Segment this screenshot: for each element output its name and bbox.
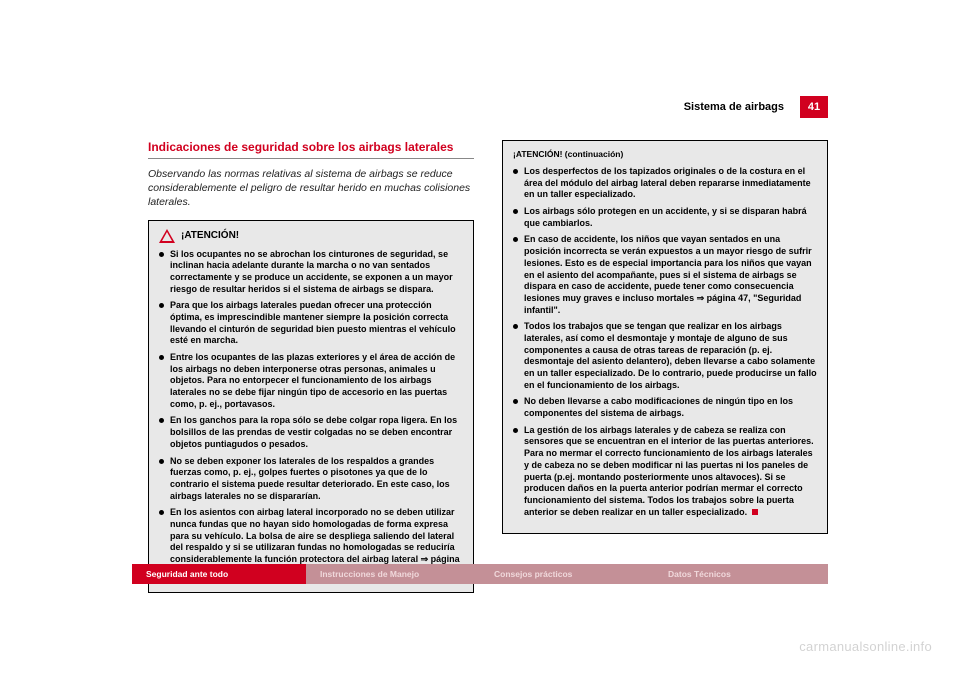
tab-consejos[interactable]: Consejos prácticos: [480, 564, 654, 584]
bullet-text: La gestión de los airbags laterales y de…: [524, 425, 817, 519]
bullet-dot-icon: [159, 418, 164, 423]
warning-bullet: La gestión de los airbags laterales y de…: [513, 425, 817, 519]
bullet-dot-icon: [513, 428, 518, 433]
bullet-dot-icon: [159, 510, 164, 515]
tab-instrucciones[interactable]: Instrucciones de Manejo: [306, 564, 480, 584]
warning-bullet: No deben llevarse a cabo modificaciones …: [513, 396, 817, 419]
warning-bullet: Los desperfectos de los tapizados origin…: [513, 166, 817, 201]
end-square-icon: [752, 509, 758, 515]
warning-continuation-label: ¡ATENCIÓN! (continuación): [513, 149, 817, 160]
warning-bullet: Todos los trabajos que se tengan que rea…: [513, 321, 817, 391]
bullet-text: Todos los trabajos que se tengan que rea…: [524, 321, 817, 391]
tab-seguridad[interactable]: Seguridad ante todo: [132, 564, 306, 584]
intro-text: Observando las normas relativas al siste…: [148, 167, 474, 210]
left-column: Indicaciones de seguridad sobre los airb…: [148, 140, 474, 593]
bullet-text: Los airbags sólo protegen en un accident…: [524, 206, 817, 229]
warning-bullet: En caso de accidente, los niños que vaya…: [513, 234, 817, 316]
tab-datos[interactable]: Datos Técnicos: [654, 564, 828, 584]
warning-triangle-icon: [159, 229, 175, 243]
warning-bullet: Los airbags sólo protegen en un accident…: [513, 206, 817, 229]
header-section-title: Sistema de airbags: [684, 101, 800, 113]
bullet-text: Los desperfectos de los tapizados origin…: [524, 166, 817, 201]
bullet-text: En los ganchos para la ropa sólo se debe…: [170, 415, 463, 450]
bullet-dot-icon: [513, 237, 518, 242]
bullet-text: Si los ocupantes no se abrochan los cint…: [170, 249, 463, 296]
page-number: 41: [800, 96, 828, 118]
bullet-text: Entre los ocupantes de las plazas exteri…: [170, 352, 463, 410]
watermark: carmanualsonline.info: [799, 639, 932, 654]
bullet-dot-icon: [513, 399, 518, 404]
bottom-tab-bar: Seguridad ante todo Instrucciones de Man…: [132, 564, 828, 584]
bullet-text: Para que los airbags laterales puedan of…: [170, 300, 463, 347]
right-column: ¡ATENCIÓN! (continuación) Los desperfect…: [502, 140, 828, 593]
warning-label: ¡ATENCIÓN!: [181, 229, 239, 242]
bullet-dot-icon: [159, 355, 164, 360]
warning-box-right: ¡ATENCIÓN! (continuación) Los desperfect…: [502, 140, 828, 534]
header: Sistema de airbags 41: [684, 96, 828, 118]
bullet-dot-icon: [513, 324, 518, 329]
bullet-text: No se deben exponer los laterales de los…: [170, 456, 463, 503]
warning-header: ¡ATENCIÓN!: [159, 229, 463, 243]
warning-bullet-list-left: Si los ocupantes no se abrochan los cint…: [159, 249, 463, 578]
warning-bullet: Entre los ocupantes de las plazas exteri…: [159, 352, 463, 410]
bullet-text: No deben llevarse a cabo modificaciones …: [524, 396, 817, 419]
bullet-dot-icon: [513, 209, 518, 214]
page: Sistema de airbags 41 Indicaciones de se…: [0, 0, 960, 678]
content-columns: Indicaciones de seguridad sobre los airb…: [148, 140, 828, 593]
warning-bullet: En los ganchos para la ropa sólo se debe…: [159, 415, 463, 450]
warning-bullet: No se deben exponer los laterales de los…: [159, 456, 463, 503]
bullet-dot-icon: [159, 459, 164, 464]
section-title: Indicaciones de seguridad sobre los airb…: [148, 140, 474, 154]
warning-bullet-list-right: Los desperfectos de los tapizados origin…: [513, 166, 817, 518]
warning-box-left: ¡ATENCIÓN! Si los ocupantes no se abroch…: [148, 220, 474, 594]
bullet-text: En caso de accidente, los niños que vaya…: [524, 234, 817, 316]
bullet-dot-icon: [159, 303, 164, 308]
bullet-dot-icon: [513, 169, 518, 174]
bullet-dot-icon: [159, 252, 164, 257]
section-rule: [148, 158, 474, 159]
warning-bullet: Si los ocupantes no se abrochan los cint…: [159, 249, 463, 296]
warning-bullet: Para que los airbags laterales puedan of…: [159, 300, 463, 347]
